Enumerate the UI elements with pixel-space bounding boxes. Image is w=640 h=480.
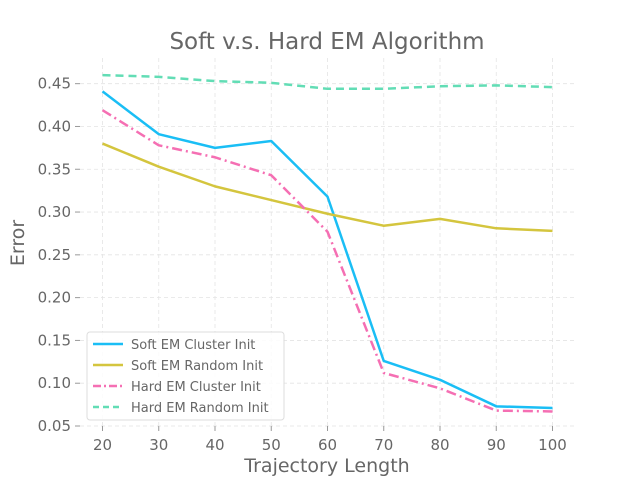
x-tick-label: 60	[318, 436, 337, 454]
y-tick-label: 0.30	[38, 203, 71, 221]
series-line-1	[101, 90, 553, 410]
y-axis-label: Error	[7, 220, 29, 267]
legend-box	[86, 331, 285, 421]
legend-label: Soft EM Random Init	[131, 359, 263, 374]
x-tick-label: 80	[430, 436, 449, 454]
series-line-4	[102, 73, 553, 91]
x-tick-label: 50	[262, 436, 281, 454]
x-tick-label: 30	[149, 436, 168, 454]
legend-label: Hard EM Random Init	[131, 401, 269, 416]
x-tick-label: 100	[538, 436, 567, 454]
x-tick-label: 20	[93, 436, 112, 454]
y-tick-label: 0.45	[38, 75, 71, 93]
x-axis-label: Trajectory Length	[243, 455, 409, 477]
x-tick-label: 90	[487, 436, 506, 454]
x-tick-label: 70	[374, 436, 393, 454]
y-tick-label: 0.25	[38, 246, 71, 264]
series-line-3	[101, 109, 553, 413]
series-line-2	[102, 142, 553, 233]
legend: Soft EM Cluster Init Soft EM Random Init H…	[86, 331, 285, 421]
x-tick-label: 40	[205, 436, 224, 454]
legend-label: Soft EM Cluster Init	[131, 338, 255, 353]
data-series	[101, 73, 553, 413]
y-tick-label: 0.15	[38, 331, 71, 349]
y-tick-label: 0.35	[38, 160, 71, 178]
y-tick-label: 0.20	[38, 289, 71, 307]
y-tick-label: 0.40	[38, 117, 71, 135]
chart-title: Soft v.s. Hard EM Algorithm	[169, 29, 484, 55]
y-tick-label: 0.10	[38, 374, 71, 392]
y-tick-label: 0.05	[38, 417, 71, 435]
axes: 20 30 40 50 60 70 80 90 100 0.05 0.10 0.15 0.20 0.25 0…	[38, 75, 567, 454]
legend-label: Hard EM Cluster Init	[131, 380, 261, 395]
